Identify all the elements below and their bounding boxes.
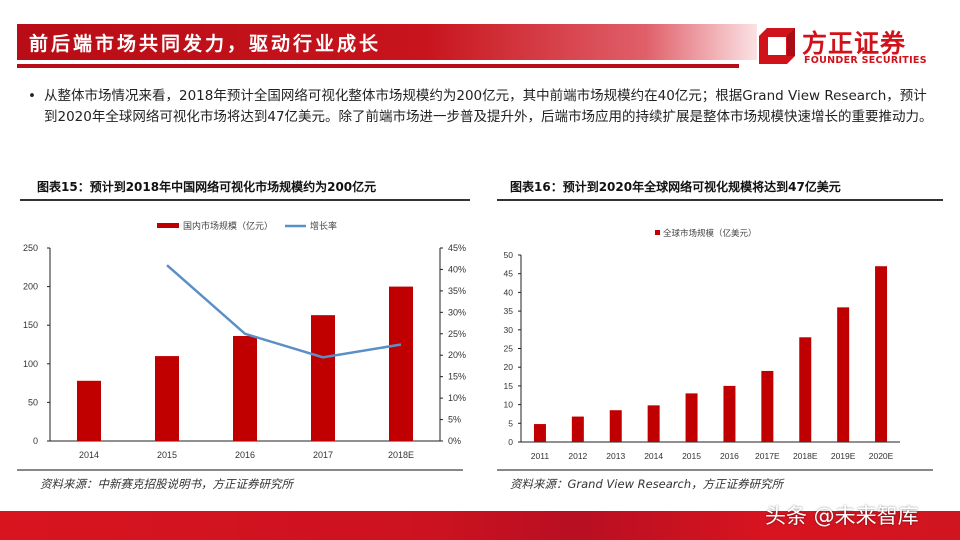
bar [77,380,101,441]
logo-text-cn: 方正证券 [802,29,907,58]
bar [533,424,546,442]
legend-swatch-bar [157,223,179,228]
x-tick-label: 2015 [157,450,177,460]
title-underline [17,64,739,68]
y2-tick-label: 45% [448,243,466,253]
slide-title: 前后端市场共同发力，驱动行业成长 [29,33,382,55]
y-tick-label: 10 [504,400,514,410]
figure-16-chart: 全球市场规模（亿美元） 0 5 10 15 20 25 30 35 40 45 50 2011 2012 2… [504,228,900,461]
y-tick-label: 0 [508,437,513,447]
bar [311,315,335,441]
figure-15-source: 资料来源：中新赛克招股说明书，方正证券研究所 [40,477,293,491]
legend-label-bar: 全球市场规模（亿美元） [663,228,757,238]
bar [837,307,850,442]
y2-tick-label: 10% [448,393,466,403]
bullet-icon: • [28,88,36,104]
bar [233,336,257,441]
y2-tick-label: 35% [448,286,466,296]
x-tick-label: 2020E [869,451,894,461]
x-tick-label: 2015 [682,451,701,461]
x-tick-label: 2016 [235,450,255,460]
figure-15-source-rule [17,469,463,471]
legend-label-line: 增长率 [310,220,337,231]
bar [875,266,888,442]
figure-15-title: 图表15：预计到2018年中国网络可视化市场规模约为200亿元 [37,180,377,194]
y-tick-label: 45 [504,269,514,279]
y-tick-label: 100 [23,359,38,369]
y-tick-label: 40 [504,287,514,297]
bar [647,405,660,442]
y-tick-label: 200 [23,282,38,292]
bar [799,337,812,442]
x-tick-label: 2011 [531,451,550,461]
figure-15-chart: 国内市场规模（亿元） 增长率 0 50 100 150 200 250 0% 5% 10% 15% 20… [23,220,466,460]
y-tick-label: 15 [504,381,514,391]
y2-tick-label: 15% [448,372,466,382]
x-tick-label: 2017 [313,450,333,460]
bar [685,393,698,442]
figure-16-source-rule [497,469,933,471]
legend-swatch-bar [655,230,660,235]
x-tick-label: 2018E [388,450,414,460]
legend-label-bar: 国内市场规模（亿元） [183,220,273,231]
x-tick-label: 2018E [793,451,818,461]
bar [389,286,413,441]
y2-tick-label: 0% [448,436,461,446]
y-tick-label: 30 [504,325,514,335]
y2-tick-label: 30% [448,307,466,317]
founder-logo: 方正证券 FOUNDER SECURITIES [752,22,952,72]
y-tick-label: 35 [504,306,514,316]
y-tick-label: 50 [28,397,38,407]
y2-tick-label: 40% [448,264,466,274]
logo-text-en: FOUNDER SECURITIES [804,55,927,66]
y2-tick-label: 5% [448,415,461,425]
x-tick-label: 2017E [755,451,780,461]
y-tick-label: 25 [504,344,514,354]
y-tick-label: 150 [23,320,38,330]
x-tick-label: 2016 [720,451,739,461]
y2-tick-label: 20% [448,350,466,360]
bar [723,385,736,442]
growth-line [166,264,402,359]
x-tick-label: 2014 [644,451,663,461]
bar [155,356,179,441]
figure-16-title-rule [497,199,943,201]
bar [609,410,622,442]
x-tick-label: 2014 [79,450,99,460]
figure-16-source: 资料来源：Grand View Research，方正证券研究所 [510,477,784,491]
founder-logo-icon [759,28,795,64]
figure-15-title-rule [20,199,470,201]
y-tick-label: 50 [504,250,514,260]
slide-title-bar: 前后端市场共同发力，驱动行业成长 [17,24,757,60]
x-tick-label: 2013 [606,451,625,461]
y-tick-label: 0 [33,436,38,446]
y2-tick-label: 25% [448,329,466,339]
bar [571,416,584,442]
watermark: 头条 @未来智库 [765,504,919,528]
bar [761,370,774,442]
footer-band [0,511,960,540]
figure-16-title: 图表16：预计到2020年全球网络可视化规模将达到47亿美元 [510,180,841,194]
y-tick-label: 5 [508,418,513,428]
x-tick-label: 2019E [831,451,856,461]
x-tick-label: 2012 [568,451,587,461]
y-tick-label: 250 [23,243,38,253]
y-tick-label: 20 [504,362,514,372]
summary-text: 从整体市场情况来看，2018年预计全国网络可视化整体市场规模约为200亿元，其中… [44,88,933,125]
